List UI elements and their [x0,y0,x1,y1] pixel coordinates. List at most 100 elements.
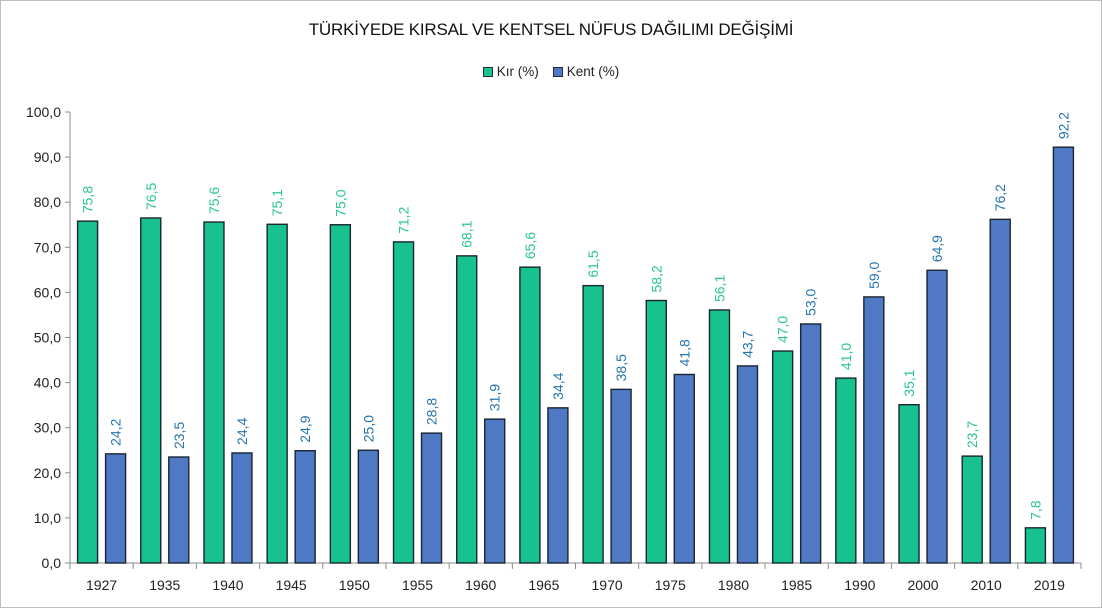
bar-rural [519,266,541,564]
legend-item-urban: Kent (%) [552,64,620,79]
bar-urban [294,450,316,564]
data-label-urban: 43,7 [739,330,755,357]
data-label-rural: 75,8 [80,186,96,213]
x-tick-label: 1950 [339,577,370,593]
bar-rural [140,217,162,564]
bar-rural [835,377,857,564]
x-tick-label: 1960 [465,577,496,593]
bar-urban [610,388,632,564]
x-tick-label: 1940 [212,577,243,593]
bar-urban [989,218,1011,564]
y-tick-label: 20,0 [34,465,61,481]
x-tick-label: 2000 [907,577,938,593]
legend-swatch-urban [552,66,563,77]
chart-legend: Kır (%) Kent (%) [1,64,1101,79]
data-label-rural: 75,6 [206,187,222,214]
legend-item-rural: Kır (%) [482,64,539,79]
legend-label-urban: Kent (%) [566,64,620,79]
bar-urban [799,323,822,564]
y-tick-label: 10,0 [34,510,61,526]
bar-rural [961,455,983,564]
y-tick-label: 80,0 [34,194,61,210]
y-tick-label: 40,0 [34,375,61,391]
y-tick-label: 100,0 [26,104,61,120]
bar-urban [736,365,759,564]
bar-urban [484,418,506,564]
bar-urban [357,449,380,564]
x-tick-label: 1927 [86,577,117,593]
data-label-rural: 35,1 [901,369,917,396]
data-label-urban: 28,8 [424,398,440,425]
data-label-rural: 71,2 [396,206,412,233]
bar-rural [708,309,731,564]
bar-urban [420,432,443,564]
y-tick-label: 70,0 [34,239,61,255]
x-tick-label: 1985 [781,577,812,593]
data-label-urban: 64,9 [929,235,945,262]
bar-rural [1024,527,1047,564]
bar-rural [392,241,415,564]
data-label-rural: 23,7 [964,421,980,448]
bar-urban [863,296,885,564]
x-tick-label: 2010 [971,577,1002,593]
data-label-urban: 59,0 [866,261,882,288]
y-tick-label: 50,0 [34,330,61,346]
data-label-rural: 47,0 [775,316,791,343]
y-tick-label: 60,0 [34,284,61,300]
y-tick-label: 0,0 [42,555,62,571]
bar-urban [231,452,253,564]
data-label-rural: 65,6 [522,232,538,259]
bar-urban [547,407,569,564]
data-label-rural: 61,5 [585,250,601,277]
bar-rural [266,223,288,564]
data-label-urban: 24,4 [234,417,250,444]
bar-urban [926,269,948,564]
data-label-urban: 76,2 [992,184,1008,211]
bar-urban [1052,146,1075,564]
data-label-rural: 7,8 [1027,500,1043,520]
data-label-urban: 24,9 [297,415,313,442]
x-tick-label: 2019 [1034,577,1065,593]
data-label-rural: 75,0 [332,189,348,216]
bar-rural [898,403,920,564]
data-label-rural: 56,1 [711,275,727,302]
bar-rural [771,350,794,564]
data-label-urban: 38,5 [613,354,629,381]
data-label-rural: 68,1 [459,220,475,247]
bar-rural [329,224,352,564]
bar-rural [76,220,99,564]
data-label-urban: 92,2 [1055,112,1071,139]
x-tick-label: 1945 [276,577,307,593]
bar-urban [673,373,695,564]
data-label-rural: 76,5 [143,183,159,210]
x-tick-label: 1965 [528,577,559,593]
data-label-urban: 34,4 [550,372,566,399]
x-tick-label: 1975 [655,577,686,593]
x-tick-label: 1990 [844,577,875,593]
data-label-urban: 31,9 [487,384,503,411]
bar-rural [582,284,604,564]
data-label-rural: 75,1 [269,189,285,216]
x-tick-label: 1970 [592,577,623,593]
data-label-urban: 41,8 [676,339,692,366]
data-label-urban: 24,2 [108,418,124,445]
x-tick-label: 1935 [149,577,180,593]
bar-rural [203,221,225,564]
data-label-rural: 58,2 [648,265,664,292]
bar-rural [645,299,667,564]
data-label-rural: 41,0 [838,343,854,370]
chart-title: TÜRKİYEDE KIRSAL VE KENTSEL NÜFUS DAĞILI… [308,20,794,39]
x-tick-label: 1955 [402,577,433,593]
x-tick-label: 1980 [718,577,749,593]
data-label-urban: 25,0 [360,415,376,442]
legend-label-rural: Kır (%) [496,64,539,79]
bar-urban [104,453,127,564]
data-label-urban: 53,0 [803,289,819,316]
bar-urban [168,456,190,564]
y-tick-label: 90,0 [34,149,61,165]
y-tick-label: 30,0 [34,420,61,436]
bar-rural [456,255,478,564]
data-label-urban: 23,5 [171,422,187,449]
